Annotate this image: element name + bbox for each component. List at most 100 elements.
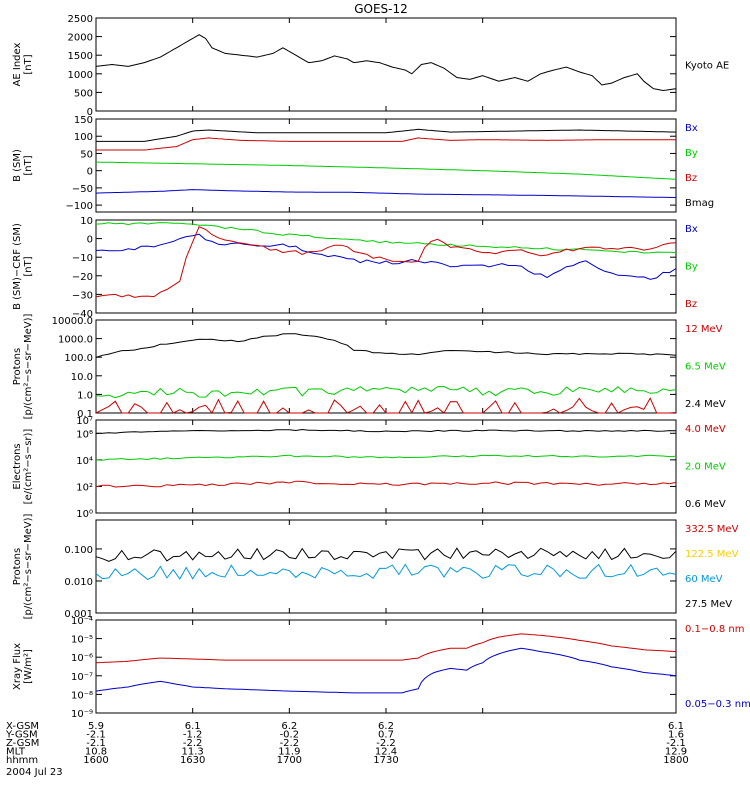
series-line <box>95 397 677 414</box>
footer-cell: -2.2 <box>183 738 203 749</box>
y-axis-label-line: Xray Flux <box>12 643 23 690</box>
legend-entry: 2.0 MeV <box>685 462 726 473</box>
y-axis-label: B (SM)[nT] <box>12 149 34 182</box>
series-line <box>95 34 677 92</box>
y-axis-label-line: Protons <box>12 548 23 585</box>
y-tick-label: 0.001 <box>64 609 93 620</box>
y-axis-label-line: [nT] <box>23 256 34 276</box>
series-line <box>95 563 677 580</box>
series-line <box>95 189 676 198</box>
y-tick-label: 10⁷ <box>76 416 93 427</box>
footer-cell: 1.6 <box>668 730 684 741</box>
footer-row-label: Z-GSM <box>6 738 39 749</box>
y-axis-label-line: Protons <box>12 348 23 385</box>
footer-cell: 12.9 <box>665 747 687 758</box>
footer-cell: 1630 <box>180 755 205 766</box>
panel-frame <box>95 519 677 614</box>
footer-cell: 6.1 <box>185 721 201 732</box>
y-tick-label: 50 <box>80 149 93 160</box>
y-axis-label: Protons[p/(cm²−s−sr−MeV)] <box>12 513 34 619</box>
y-axis-label-line: AE Index <box>12 42 23 86</box>
series-line <box>96 161 677 180</box>
footer-cell: 6.2 <box>281 721 297 732</box>
y-tick-label: −100 <box>66 201 93 212</box>
panel-5: 10⁰ 10² 10⁴ 10⁶ 10⁷ Electrons[e/(cm²−s−sr)] 4.… <box>12 416 726 520</box>
series-line <box>95 233 677 280</box>
y-axis-label-line: B (SM)−CRF (SM) <box>12 223 23 310</box>
y-tick-label: 1.0 <box>77 390 93 401</box>
footer-cell: 0.7 <box>378 730 394 741</box>
series-line <box>95 633 677 664</box>
y-axis-label: Protons[p/(cm²−s−sr−MeV)] <box>12 313 34 419</box>
series-line <box>95 226 677 298</box>
legend-entry: Bmag <box>685 198 714 209</box>
legend-entry: 60 MeV <box>685 574 723 585</box>
y-tick-label: −40 <box>72 309 93 320</box>
y-tick-label: 10² <box>76 482 93 493</box>
y-tick-label: 10⁰ <box>76 509 93 520</box>
footer-cell: 12.4 <box>375 747 397 758</box>
legend-entry: 12 MeV <box>685 324 723 335</box>
series-line <box>95 454 677 461</box>
legend-entry: 0.1−0.8 nm <box>685 624 744 635</box>
footer-cell: 1800 <box>663 755 688 766</box>
y-tick-label: −50 <box>72 184 93 195</box>
legend-entry: 0.05−0.3 nm <box>685 699 750 710</box>
series-line <box>95 480 677 488</box>
footer-cell: 1730 <box>373 755 398 766</box>
legend-entry: 4.0 MeV <box>685 424 726 435</box>
y-tick-label: −30 <box>72 290 93 301</box>
y-axis-label: Electrons[e/(cm²−s−sr)] <box>12 429 34 505</box>
footer-cell: 11.9 <box>278 747 300 758</box>
footer-cell: 1600 <box>83 755 108 766</box>
series-line <box>96 128 677 142</box>
legend-entry: 122.5 MeV <box>685 549 739 560</box>
y-axis-label-line: [e/(cm²−s−sr)] <box>23 429 34 505</box>
legend-entry: 332.5 MeV <box>685 524 739 535</box>
y-tick-label: 0 <box>87 235 93 246</box>
y-axis-label: AE Index[nT] <box>12 42 34 86</box>
y-tick-label: 10⁻⁹ <box>71 709 93 720</box>
series-line <box>95 385 677 399</box>
legend-entry: 2.4 MeV <box>685 399 726 410</box>
legend-entry: Bx <box>685 224 698 235</box>
y-tick-label: 10⁻⁵ <box>71 635 93 646</box>
series-line <box>95 428 677 434</box>
y-tick-label: 10⁶ <box>76 429 93 440</box>
legend-entry: 6.5 MeV <box>685 362 726 373</box>
y-axis-label-line: [W/m²] <box>23 649 34 684</box>
legend-entry: Kyoto AE <box>685 61 729 72</box>
legend-entry: Bx <box>685 123 698 134</box>
y-tick-label: 1000.0 <box>58 335 93 346</box>
series-line <box>95 647 677 694</box>
y-tick-label: −10 <box>72 253 93 264</box>
legend-entry: Bz <box>685 173 697 184</box>
y-tick-label: 10000.0 <box>52 316 93 327</box>
series-line <box>95 333 677 358</box>
y-tick-label: 0.100 <box>64 545 93 556</box>
y-tick-label: 100.0 <box>64 353 93 364</box>
footer-cell: -2.1 <box>666 738 686 749</box>
footer-cell: 6.1 <box>668 721 684 732</box>
panel-2: −100 −50 0 50 100 150 B (SM)[nT] Bx By Bz Bmag <box>12 115 714 213</box>
footer-cell: -2.2 <box>280 738 300 749</box>
y-tick-label: 1000 <box>68 70 93 81</box>
legend-entry: By <box>685 262 698 273</box>
legend-entry: 27.5 MeV <box>685 599 732 610</box>
y-tick-label: 10⁴ <box>76 456 93 467</box>
y-tick-label: 100 <box>74 132 93 143</box>
footer-cell: 11.3 <box>182 747 204 758</box>
y-tick-label: 10⁻⁶ <box>71 653 93 664</box>
footer-cell: -0.2 <box>280 730 300 741</box>
panel-frame <box>95 619 677 714</box>
y-tick-label: 0.1 <box>77 409 93 420</box>
panel-frame <box>95 319 677 414</box>
y-axis-label-line: [nT] <box>23 54 34 74</box>
legend-entry: Bz <box>685 299 697 310</box>
y-axis-label-line: [p/(cm²−s−sr−MeV)] <box>23 513 34 619</box>
legend-entry: By <box>685 148 698 159</box>
footer-cell: 6.2 <box>378 721 394 732</box>
y-tick-label: 2500 <box>68 14 93 25</box>
